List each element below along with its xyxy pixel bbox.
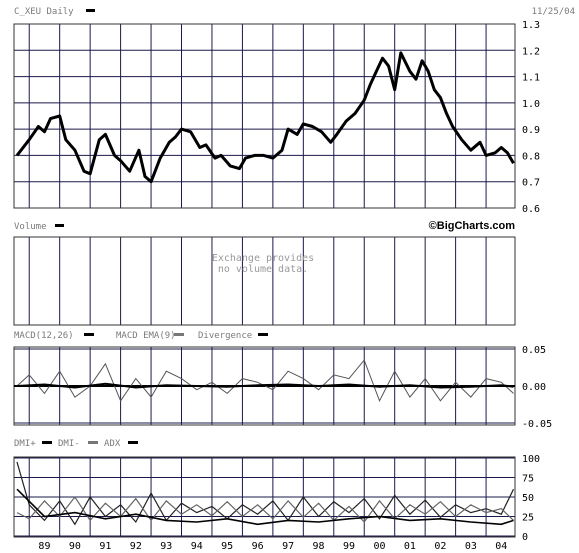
x-axis-ticks: 89 90 91 92 93 94 95 96 97 98 99 00 01 02 03 04	[38, 541, 507, 552]
dmi-panel-frame	[13, 456, 516, 538]
x-tick-label: 94	[191, 541, 203, 552]
x-tick-label: 92	[130, 541, 142, 552]
price-y-ticks: 1.3 1.2 1.1 1.0 0.9 0.8 0.7 0.6	[522, 20, 540, 215]
y-tick-label: 0.00	[522, 382, 546, 393]
x-tick-label: 95	[221, 541, 233, 552]
volume-note-line1: Exchange provides	[212, 253, 314, 264]
macd-ema-series-line	[16, 382, 514, 389]
y-tick-label: 0.9	[522, 125, 540, 136]
x-tick-label: 97	[282, 541, 294, 552]
macd-legend-swatch	[84, 333, 94, 336]
x-tick-label: 89	[38, 541, 50, 552]
y-tick-label: 0.8	[522, 151, 540, 162]
brand-watermark: ©BigCharts.com	[429, 220, 516, 232]
volume-grid	[28, 237, 487, 325]
volume-label: Volume	[14, 222, 47, 232]
x-tick-label: 93	[160, 541, 172, 552]
x-tick-label: 04	[495, 541, 507, 552]
y-tick-label: 0.05	[522, 345, 546, 356]
dmi-legend-label: DMI+	[14, 439, 36, 449]
dmi-minus-series-line	[16, 495, 514, 523]
y-tick-label: 1.3	[522, 20, 540, 31]
dmi-legend-swatch	[128, 441, 138, 444]
x-tick-label: 00	[373, 541, 385, 552]
y-tick-label: 1.0	[522, 99, 540, 110]
macd-legend-swatch	[258, 333, 268, 336]
x-tick-label: 98	[313, 541, 325, 552]
y-tick-label: 0.6	[522, 204, 540, 215]
macd-legend-label: Divergence	[198, 331, 252, 341]
y-tick-label: 100	[522, 454, 540, 465]
dmi-y-ticks: 100 75 50 25 0	[522, 454, 540, 543]
x-tick-label: 02	[434, 541, 446, 552]
y-tick-label: 1.1	[522, 73, 540, 84]
macd-y-ticks: 0.05 0.00 -0.05	[522, 345, 552, 430]
macd-legend: MACD(12,26) MACD EMA(9) Divergence	[14, 331, 268, 341]
dmi-grid	[14, 457, 515, 537]
dmi-legend-label: DMI-	[58, 439, 80, 449]
x-tick-label: 96	[252, 541, 264, 552]
volume-panel-frame	[13, 236, 516, 326]
price-legend-swatch	[86, 9, 95, 12]
y-tick-label: -0.05	[522, 419, 552, 430]
dmi-legend-swatch	[42, 441, 52, 444]
y-tick-label: 75	[522, 474, 534, 485]
y-tick-label: 25	[522, 513, 534, 524]
adx-series-line	[16, 488, 514, 526]
y-tick-label: 50	[522, 493, 534, 504]
dmi-legend-label: ADX	[104, 439, 121, 449]
y-tick-label: 0	[522, 532, 528, 543]
price-series-line	[15, 51, 515, 184]
dmi-legend: DMI+ DMI- ADX	[14, 439, 138, 449]
date-label: 11/25/04	[532, 7, 575, 17]
volume-legend-swatch	[55, 224, 64, 227]
symbol-label: C_XEU Daily	[14, 7, 74, 17]
x-tick-label: 01	[404, 541, 416, 552]
x-tick-label: 91	[99, 541, 111, 552]
volume-note-line2: no volume data.	[218, 264, 308, 275]
y-tick-label: 1.2	[522, 46, 540, 57]
dmi-legend-swatch	[88, 441, 98, 444]
macd-legend-label: MACD EMA(9)	[116, 331, 176, 341]
macd-legend-swatch	[174, 333, 184, 336]
macd-legend-label: MACD(12,26)	[14, 331, 74, 341]
x-tick-label: 03	[465, 541, 477, 552]
x-tick-label: 99	[343, 541, 355, 552]
x-tick-label: 90	[69, 541, 81, 552]
price-panel-frame	[13, 23, 516, 209]
y-tick-label: 0.7	[522, 178, 540, 189]
